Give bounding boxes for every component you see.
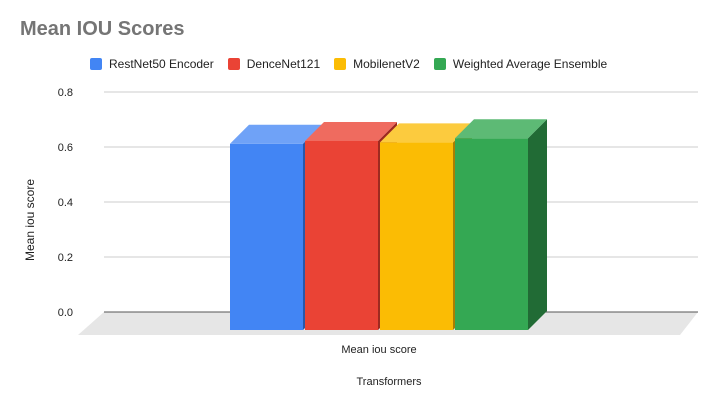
legend-item-ensemble[interactable]: Weighted Average Ensemble [433, 57, 608, 71]
bar [455, 138, 528, 330]
y-tick-label: 0.0 [58, 307, 73, 319]
legend-item-resnet50[interactable]: RestNet50 Encoder [90, 57, 214, 71]
legend-swatch-ensemble [433, 58, 446, 70]
legend: RestNet50 Encoder DenceNet121 MobilenetV… [90, 57, 621, 71]
legend-swatch-densenet121 [227, 58, 240, 70]
x-category-label: Mean iou score [341, 344, 416, 356]
bar-top [455, 119, 547, 139]
bar-side [528, 119, 547, 330]
chart-title: Mean IOU Scores [20, 18, 185, 40]
bar [305, 141, 378, 330]
y-tick-label: 0.6 [58, 142, 73, 154]
bar-top [305, 122, 397, 141]
bar [230, 143, 303, 330]
legend-item-densenet121[interactable]: DenceNet121 [227, 57, 321, 71]
legend-swatch-resnet50 [90, 58, 102, 70]
bar-top [230, 124, 322, 144]
legend-swatch-mobilenetv2 [334, 58, 347, 70]
y-tick-label: 0.2 [58, 252, 73, 264]
legend-item-mobilenetv2[interactable]: MobilenetV2 [334, 57, 420, 71]
y-tick-label: 0.8 [58, 87, 73, 99]
y-tick-label: 0.4 [58, 197, 73, 209]
legend-label-ensemble: Weighted Average Ensemble [452, 57, 608, 71]
legend-label-mobilenetv2: MobilenetV2 [353, 57, 420, 71]
legend-label-resnet50: RestNet50 Encoder [109, 57, 214, 71]
bar [380, 142, 453, 330]
legend-label-densenet121: DenceNet121 [246, 57, 321, 71]
bar-top [380, 123, 472, 143]
x-axis-title: Transformers [357, 376, 422, 388]
